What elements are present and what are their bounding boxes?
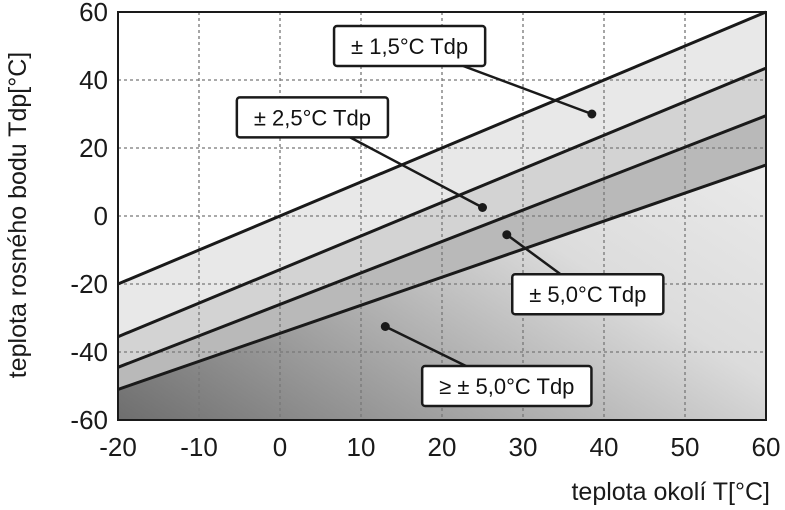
- x-tick-labels: -20 -10 0 10 20 30 40 50 60: [99, 432, 780, 462]
- x-tick-label: 30: [509, 432, 538, 462]
- leader-line: [506, 233, 562, 276]
- boundary-line-3: [117, 114, 767, 369]
- y-tick-label: -60: [70, 405, 108, 435]
- x-tick-label: 0: [273, 432, 287, 462]
- region-annotation-3: ± 5,0°C Tdp: [502, 230, 665, 316]
- region-label-box: [332, 24, 487, 68]
- leader-dot: [478, 203, 487, 212]
- boundary-lines: [117, 10, 767, 391]
- region-annotation-2: ± 2,5°C Tdp: [235, 96, 487, 212]
- leader-dot: [587, 109, 597, 119]
- leader-line: [349, 136, 484, 209]
- y-tick-label: -20: [70, 269, 108, 299]
- region-label: ± 5,0°C Tdp: [529, 282, 646, 307]
- region-label-box: [511, 272, 665, 316]
- x-tick-label: 10: [347, 432, 376, 462]
- region-annotation-1: ± 1,5°C Tdp: [332, 24, 597, 119]
- leader-dot: [380, 322, 390, 331]
- y-tick-labels: -60 -40 -20 0 20 40 60: [70, 0, 108, 435]
- x-tick-label: -20: [99, 432, 137, 462]
- region-label-box: [235, 96, 390, 139]
- region-label: ± 1,5°C Tdp: [351, 34, 468, 59]
- y-tick-label: 40: [79, 65, 108, 95]
- boundary-line-4: [117, 163, 767, 391]
- boundary-line-2: [117, 66, 767, 339]
- x-tick-label: 50: [671, 432, 700, 462]
- leader-line: [384, 325, 467, 368]
- region-label: ≥ ± 5,0°C Tdp: [439, 374, 574, 399]
- x-tick-label: 40: [590, 432, 619, 462]
- y-tick-label: -40: [70, 337, 108, 367]
- y-tick-label: 20: [79, 133, 108, 163]
- region-annotations: ± 1,5°C Tdp ± 2,5°C Tdp ± 5,0°C Tdp ≥ ± 5,0…: [235, 24, 665, 408]
- x-axis-label: teplota okolí T[°C]: [571, 478, 770, 506]
- leader-dot: [502, 230, 512, 240]
- plot-frame: [117, 11, 767, 421]
- boundary-line-1: [117, 10, 767, 286]
- leader-line: [462, 64, 593, 116]
- region-annotation-4: ≥ ± 5,0°C Tdp: [380, 322, 593, 408]
- x-tick-label: -10: [180, 432, 218, 462]
- y-tick-label: 60: [79, 0, 108, 27]
- x-tick-label: 60: [752, 432, 781, 462]
- region-label: ± 2,5°C Tdp: [254, 105, 371, 130]
- region-label-box: [420, 364, 593, 408]
- x-tick-label: 20: [428, 432, 457, 462]
- y-axis-label: teplota rosného bodu Tdp[°C]: [4, 52, 32, 378]
- y-tick-label: 0: [94, 201, 108, 231]
